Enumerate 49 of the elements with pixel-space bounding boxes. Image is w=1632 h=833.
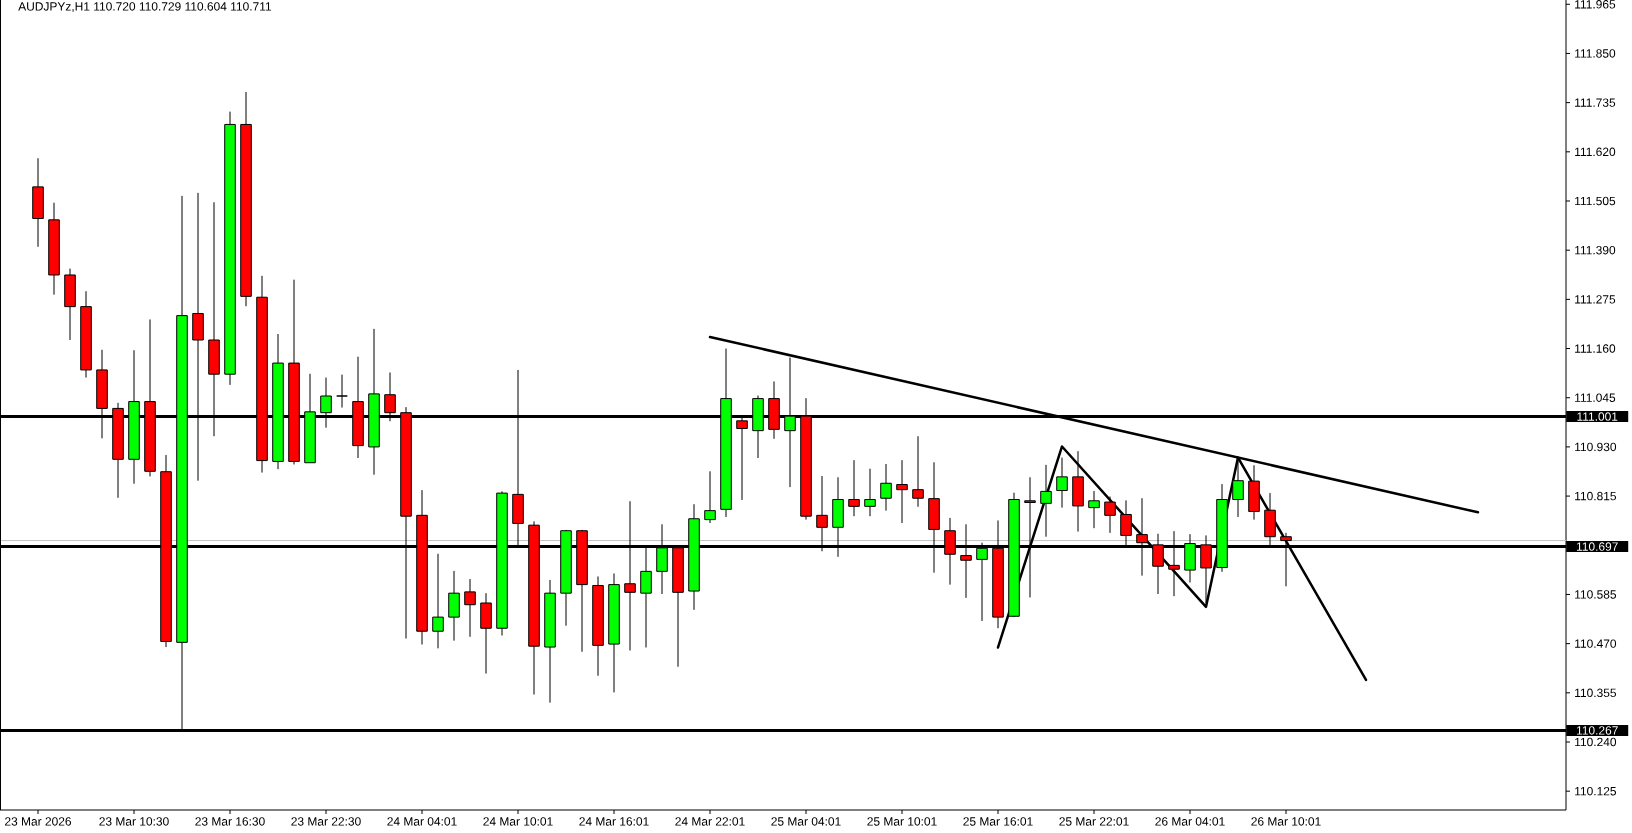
candlestick xyxy=(880,463,892,512)
x-tick-label: 24 Mar 16:01 xyxy=(579,817,649,826)
candlestick xyxy=(464,578,476,638)
y-tick-label: 111.275 xyxy=(1575,295,1616,304)
y-tick-label: 111.850 xyxy=(1575,49,1616,58)
y-tick-label: 110.585 xyxy=(1575,590,1617,599)
y-tick-label: 111.965 xyxy=(1575,0,1616,9)
ref-line-label: 111.001 xyxy=(1577,412,1618,421)
ref-line-label: 110.267 xyxy=(1576,726,1618,735)
candlestick xyxy=(1040,464,1052,538)
ref-line-label: 110.697 xyxy=(1576,542,1618,551)
x-tick-label: 26 Mar 04:01 xyxy=(1155,817,1225,826)
y-tick-label: 110.240 xyxy=(1575,737,1617,747)
x-tick-label: 23 Mar 2026 xyxy=(5,817,72,826)
candlestick xyxy=(336,374,348,409)
chart-title: AUDJPYz,H1 110.720 110.729 110.604 110.711 xyxy=(18,2,272,13)
candlestick xyxy=(1088,490,1100,529)
x-tick-label: 23 Mar 22:30 xyxy=(291,817,361,826)
y-tick-label: 110.930 xyxy=(1575,442,1617,452)
x-tick-label: 24 Mar 04:01 xyxy=(387,817,457,826)
x-tick-label: 23 Mar 16:30 xyxy=(195,817,265,826)
x-tick-label: 23 Mar 10:30 xyxy=(99,817,169,826)
x-tick-label: 25 Mar 22:01 xyxy=(1059,817,1129,826)
candlestick xyxy=(1104,496,1116,534)
y-tick-label: 111.160 xyxy=(1575,344,1616,353)
x-tick-label: 24 Mar 22:01 xyxy=(675,817,745,826)
candlestick xyxy=(912,435,924,508)
candlestick xyxy=(864,468,876,517)
x-tick-label: 25 Mar 16:01 xyxy=(963,817,1033,826)
y-tick-label: 111.620 xyxy=(1575,147,1616,157)
y-tick-label: 110.355 xyxy=(1575,688,1617,698)
y-tick-label: 110.470 xyxy=(1575,639,1617,648)
candlestick xyxy=(432,553,444,649)
candlestick xyxy=(848,459,860,517)
candlestick xyxy=(1056,457,1068,509)
y-tick-label: 110.125 xyxy=(1575,786,1617,796)
x-tick-label: 26 Mar 10:01 xyxy=(1251,817,1321,826)
y-tick-label: 111.735 xyxy=(1575,98,1616,107)
y-tick-label: 111.390 xyxy=(1575,245,1616,255)
candlestick xyxy=(1232,461,1244,518)
x-tick-label: 25 Mar 04:01 xyxy=(771,817,841,826)
y-tick-label: 111.045 xyxy=(1575,393,1616,402)
candlestick xyxy=(704,470,716,524)
x-tick-label: 25 Mar 10:01 xyxy=(867,817,937,826)
candlestick xyxy=(896,459,908,524)
y-tick-label: 111.505 xyxy=(1575,196,1616,206)
y-tick-label: 110.815 xyxy=(1575,491,1617,501)
candlestick xyxy=(448,570,460,642)
x-tick-label: 24 Mar 10:01 xyxy=(483,817,553,826)
